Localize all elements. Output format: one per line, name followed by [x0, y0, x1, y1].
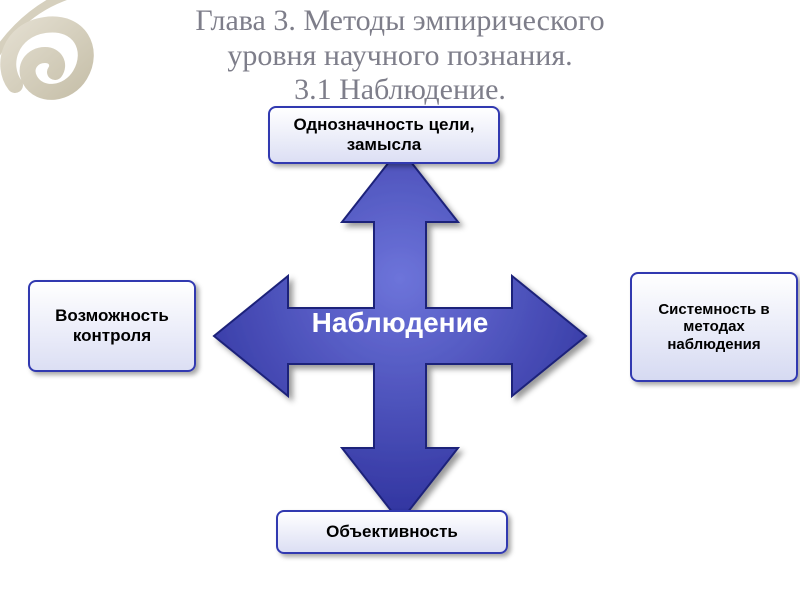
title-line-1: Глава 3. Методы эмпирического [40, 4, 760, 39]
title-line-2: уровня научного познания. [40, 39, 760, 74]
title-line-3: 3.1 Наблюдение. [40, 73, 760, 108]
observation-diagram: Наблюдение Однозначность цели, замысла С… [0, 112, 800, 592]
slide-title: Глава 3. Методы эмпирического уровня нау… [0, 0, 800, 108]
box-right: Системность в методах наблюдения [630, 272, 798, 382]
box-top: Однозначность цели, замысла [268, 106, 500, 164]
box-left: Возможность контроля [28, 280, 196, 372]
box-bottom: Объективность [276, 510, 508, 554]
four-arrow-cross-icon [200, 136, 600, 536]
